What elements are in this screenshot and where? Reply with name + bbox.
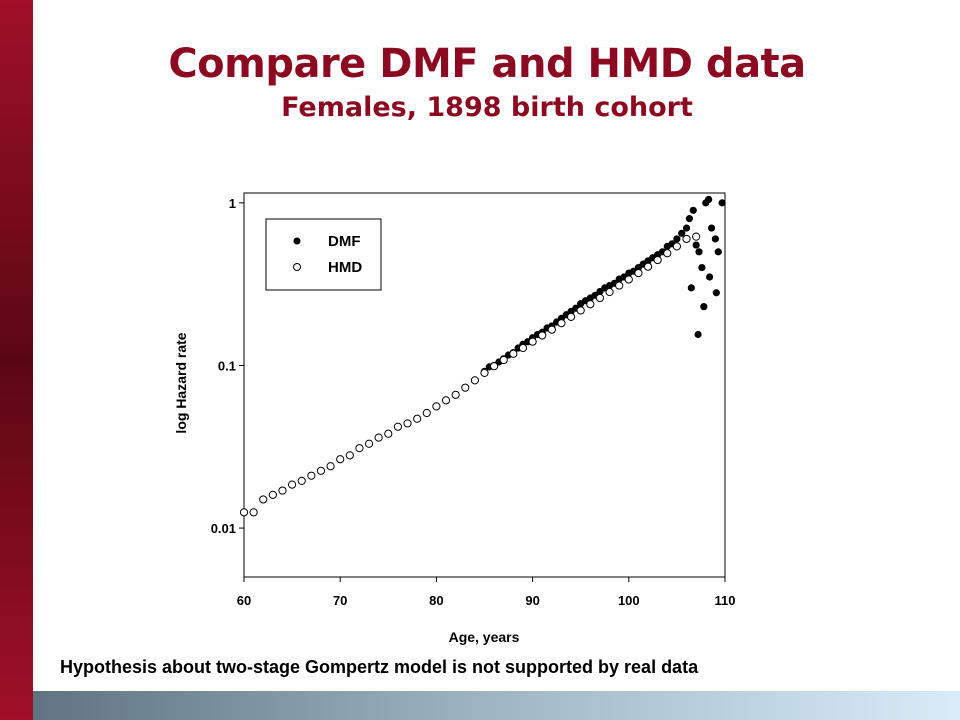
x-tick-label: 60 (237, 593, 251, 608)
dmf-point (695, 248, 703, 256)
legend-label-hmd: HMD (328, 259, 362, 276)
hmd-point (643, 262, 653, 271)
hmd-point (653, 255, 662, 265)
dmf-point (706, 273, 714, 281)
hmd-point (345, 451, 354, 460)
hmd-point (615, 281, 624, 290)
slide-caption: Hypothesis about two-stage Gompertz mode… (60, 657, 699, 677)
hmd-point (528, 337, 537, 346)
hmd-point (672, 242, 682, 251)
hmd-point (518, 343, 528, 353)
hmd-point (288, 480, 297, 489)
hmd-point (480, 368, 489, 378)
hmd-point (364, 439, 374, 448)
hmd-point (403, 419, 412, 428)
hmd-point (432, 402, 441, 411)
hmd-point (499, 355, 508, 365)
legend-marker-dmf (293, 237, 301, 245)
hmd-point (441, 396, 451, 405)
hmd-point (595, 293, 605, 303)
dmf-point (714, 248, 722, 256)
dmf-point (707, 224, 716, 232)
dmf-point (705, 195, 713, 204)
slide-title: Compare DMF and HMD data (168, 41, 806, 87)
legend-label-dmf: DMF (328, 233, 361, 250)
hmd-point (316, 466, 326, 475)
hmd-point (384, 429, 393, 438)
hmd-point (692, 232, 701, 241)
hmd-point (586, 300, 595, 309)
dmf-point (682, 224, 691, 232)
dmf-point (694, 330, 702, 339)
hmd-point (557, 319, 566, 328)
hmd-point (326, 462, 335, 471)
hmd-point (297, 476, 306, 485)
hmd-point (509, 349, 518, 358)
y-tick-label: 0.1 (218, 358, 236, 373)
dmf-point (700, 303, 708, 311)
hmd-point (413, 414, 422, 423)
hmd-point (249, 508, 258, 517)
x-tick-label: 70 (333, 593, 347, 608)
hmd-point (336, 455, 345, 464)
dmf-point (692, 241, 700, 249)
hmd-point (451, 390, 460, 399)
x-axis-label: Age, years (449, 629, 520, 645)
dmf-point (712, 289, 720, 297)
hmd-point (393, 422, 403, 431)
hmd-point (538, 331, 547, 340)
plot-frame (243, 192, 726, 578)
hmd-point (374, 433, 383, 442)
dmf-point (678, 229, 686, 237)
hmd-point (239, 508, 249, 517)
dmf-point (685, 215, 694, 223)
hmd-point (490, 362, 499, 371)
hmd-point (682, 234, 691, 244)
hmd-point (624, 275, 633, 284)
x-tick-label: 110 (715, 593, 736, 608)
hmd-point (355, 444, 364, 453)
x-tick-label: 100 (618, 593, 640, 608)
hmd-point (461, 383, 470, 392)
y-axis-label: log Hazard rate (173, 332, 189, 433)
dmf-point (687, 284, 695, 292)
y-tick-label: 0.01 (211, 521, 236, 536)
hmd-point (634, 268, 643, 278)
dmf-point (711, 235, 719, 243)
hmd-point (268, 490, 277, 499)
dmf-point (718, 199, 726, 207)
hmd-point (547, 325, 556, 334)
hmd-point (663, 249, 672, 258)
dmf-point (689, 206, 697, 214)
hmd-point (566, 312, 576, 321)
hmd-point (576, 306, 585, 315)
legend-box (265, 218, 382, 291)
y-tick-label: 1 (229, 196, 236, 211)
slide-subtitle: Females, 1898 birth cohort (281, 92, 693, 123)
chart-legend: DMF HMD (265, 218, 382, 291)
hmd-point (259, 495, 268, 504)
bottom-gradient-bar (33, 691, 960, 720)
hmd-point (470, 376, 479, 385)
hmd-point (422, 408, 431, 418)
hmd-point (307, 471, 316, 480)
left-accent-bar (0, 0, 33, 720)
dmf-point (698, 263, 706, 272)
x-tick-label: 90 (525, 593, 539, 608)
x-tick-label: 80 (429, 593, 443, 608)
hmd-point (605, 287, 614, 297)
legend-marker-hmd (293, 263, 301, 271)
hmd-point (278, 486, 287, 495)
dmf-point (673, 235, 681, 243)
